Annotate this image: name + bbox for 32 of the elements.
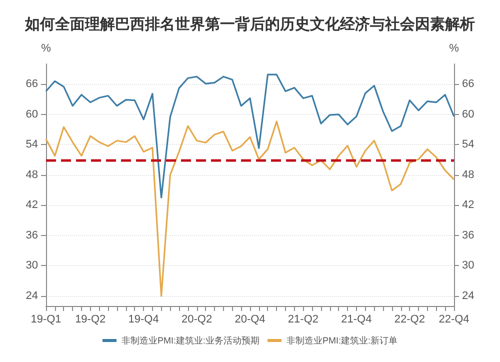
y-tick-label: 30	[26, 260, 38, 272]
legend-label: 非制造业PMI:建筑业:新订单	[286, 336, 398, 346]
y2-tick-label: 42	[462, 199, 474, 212]
y2-axis-title: %	[449, 42, 460, 54]
y2-tick-label: 60	[462, 108, 474, 120]
y-tick-label: 24	[26, 290, 38, 302]
y-tick-label: 42	[26, 199, 38, 212]
x-tick-label: 19-Q2	[75, 314, 106, 326]
x-tick-label: 20-Q4	[234, 314, 266, 326]
x-tick-label: 22-Q4	[438, 314, 470, 326]
y2-tick-label: 30	[462, 260, 474, 272]
x-tick-label: 21-Q2	[288, 314, 319, 326]
y2-tick-label: 24	[462, 290, 474, 302]
y-tick-label: 60	[26, 108, 38, 120]
y-tick-label: 48	[26, 168, 38, 181]
x-tick-label: 21-Q4	[341, 314, 372, 326]
line-series	[45, 120, 455, 297]
x-tick-label: 22-Q2	[394, 314, 425, 326]
y2-tick-label: 54	[462, 138, 474, 151]
x-tick-label: 19-Q4	[128, 314, 159, 326]
y-tick-label: 36	[26, 229, 38, 242]
y-axis-title: %	[41, 42, 52, 54]
y2-tick-label: 66	[462, 78, 474, 90]
x-tick-label: 20-Q2	[181, 314, 212, 326]
x-tick-label: 19-Q1	[30, 314, 62, 326]
chart-title: 如何全面理解巴西排名世界第一背后的历史文化经济与社会因素解析	[24, 15, 475, 33]
line-series	[45, 74, 455, 198]
y2-tick-label: 36	[462, 229, 474, 242]
y-tick-label: 54	[26, 138, 38, 151]
y2-tick-label: 48	[462, 168, 474, 181]
y-tick-label: 66	[26, 78, 38, 90]
legend-label: 非制造业PMI:建筑业:业务活动预期	[122, 336, 260, 346]
